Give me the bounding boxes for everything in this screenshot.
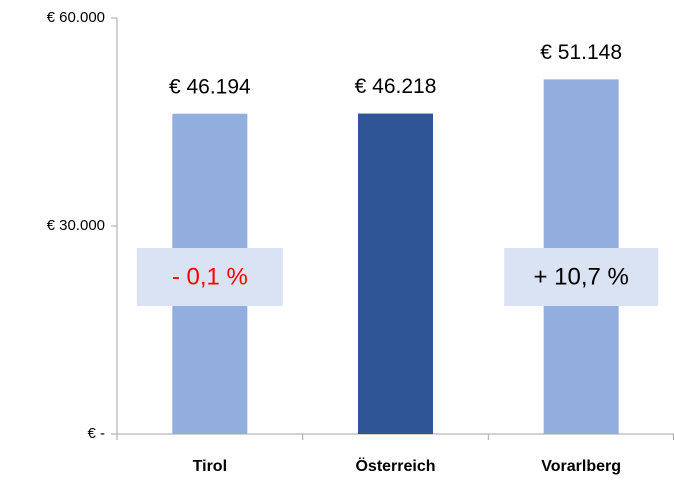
value-label: € 46.218 [355, 75, 437, 98]
annotation-box [504, 248, 659, 306]
annotation-box [136, 248, 283, 306]
y-tick-label: € - [87, 425, 105, 442]
annotation: + 10,7 % [533, 263, 628, 290]
x-tick-label: Österreich [355, 456, 435, 475]
value-label: € 46.194 [169, 75, 251, 98]
x-tick-label: Vorarlberg [541, 458, 621, 475]
value-label: € 51.148 [540, 41, 622, 64]
bar [358, 113, 433, 434]
x-tick-label: Tirol [193, 458, 227, 475]
y-tick-label: € 30.000 [47, 217, 105, 234]
annotation: - 0,1 % [172, 263, 248, 290]
y-tick-label: € 60.000 [47, 9, 105, 26]
